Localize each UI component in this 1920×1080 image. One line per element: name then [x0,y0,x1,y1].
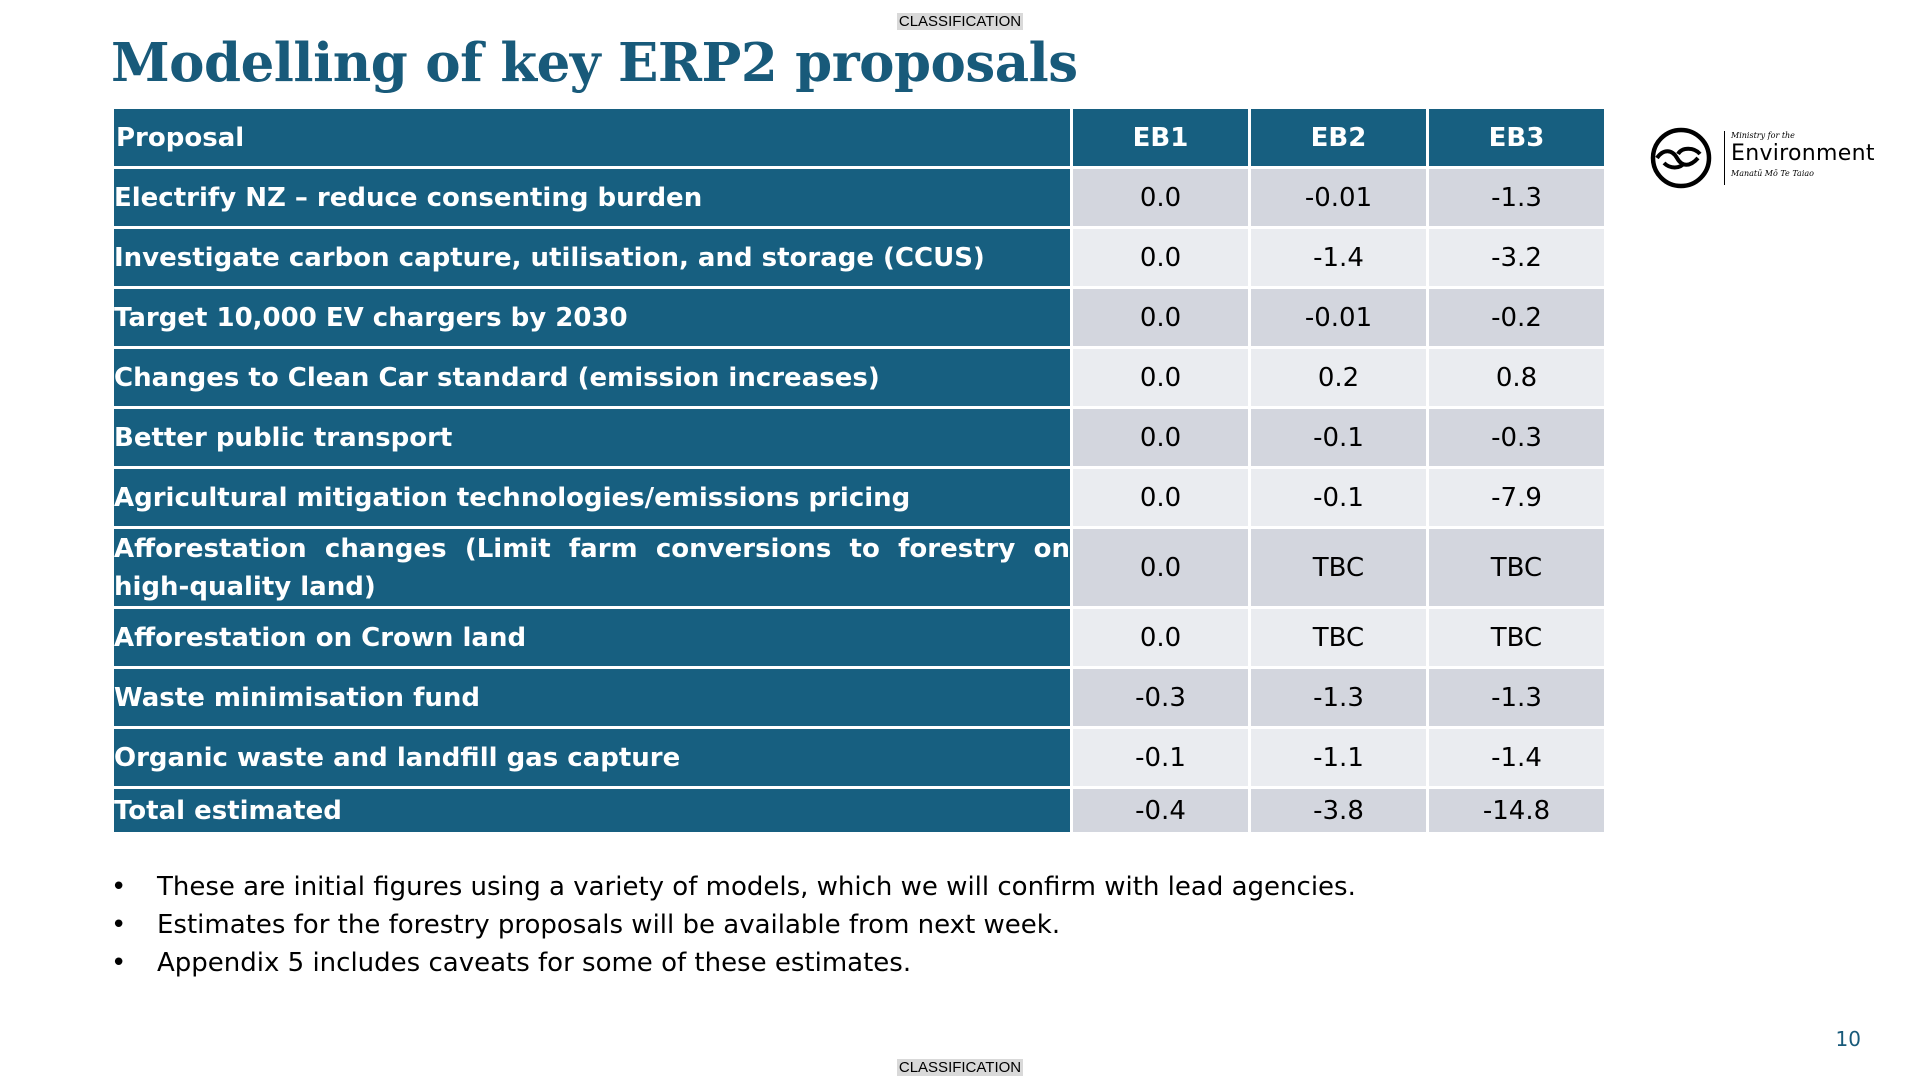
logo-small-text: Ministry for the [1731,131,1795,140]
logo-sub-text: Manatū Mō Te Taiao [1731,169,1814,178]
eb3-value: -0.2 [1426,286,1607,349]
eb3-value: -7.9 [1426,466,1607,529]
proposal-name: Investigate carbon capture, utilisation,… [111,226,1073,289]
header-proposal: Proposal [111,106,1073,169]
note-text: Estimates for the forestry proposals wil… [157,910,1061,940]
proposal-name: Target 10,000 EV chargers by 2030 [111,286,1073,349]
eb3-value: -1.3 [1426,166,1607,229]
list-item: • Appendix 5 includes caveats for some o… [111,944,1356,982]
eb3-value: TBC [1426,526,1607,609]
eb1-value: 0.0 [1070,466,1251,529]
bullet-icon: • [111,948,127,978]
proposal-name: Waste minimisation fund [111,666,1073,729]
bullet-icon: • [111,910,127,940]
table-row: Electrify NZ – reduce consenting burden … [111,166,1607,229]
eb2-value: -1.1 [1248,726,1429,789]
eb1-value: 0.0 [1070,286,1251,349]
eb1-total: -0.4 [1070,786,1251,835]
eb1-value: -0.3 [1070,666,1251,729]
logo-divider [1724,131,1725,185]
classification-label-top: CLASSIFICATION [0,12,1920,32]
eb1-value: -0.1 [1070,726,1251,789]
eb3-value: TBC [1426,606,1607,669]
table-row: Afforestation on Crown land 0.0 TBC TBC [111,606,1607,669]
list-item: • These are initial figures using a vari… [111,868,1356,906]
notes-list: • These are initial figures using a vari… [111,868,1356,982]
eb3-value: -0.3 [1426,406,1607,469]
eb2-total: -3.8 [1248,786,1429,835]
table-row: Organic waste and landfill gas capture -… [111,726,1607,789]
eb3-value: -3.2 [1426,226,1607,289]
eb1-value: 0.0 [1070,166,1251,229]
eb2-value: -0.01 [1248,286,1429,349]
eb1-value: 0.0 [1070,346,1251,409]
classification-label-bottom: CLASSIFICATION [0,1058,1920,1078]
eb3-value: -1.3 [1426,666,1607,729]
page-number: 10 [1835,1027,1861,1051]
note-text: These are initial figures using a variet… [157,872,1356,902]
proposal-name: Organic waste and landfill gas capture [111,726,1073,789]
eb1-value: 0.0 [1070,406,1251,469]
proposal-name: Agricultural mitigation technologies/emi… [111,466,1073,529]
table-row: Better public transport 0.0 -0.1 -0.3 [111,406,1607,469]
eb2-value: -1.4 [1248,226,1429,289]
logo-main-text: Environment [1731,141,1875,166]
total-label: Total estimated [111,786,1073,835]
proposal-name: Electrify NZ – reduce consenting burden [111,166,1073,229]
eb1-value: 0.0 [1070,526,1251,609]
table-row: Investigate carbon capture, utilisation,… [111,226,1607,289]
list-item: • Estimates for the forestry proposals w… [111,906,1356,944]
classification-top-text: CLASSIFICATION [896,13,1024,30]
eb3-value: -1.4 [1426,726,1607,789]
header-eb3: EB3 [1426,106,1607,169]
note-text: Appendix 5 includes caveats for some of … [157,948,912,978]
proposal-name: Better public transport [111,406,1073,469]
ministry-for-the-environment-logo: Ministry for the Environment Manatū Mō T… [1650,127,1880,189]
table-row: Agricultural mitigation technologies/emi… [111,466,1607,529]
proposal-name: Afforestation changes (Limit farm conver… [111,526,1073,609]
ministry-environment-logo-icon [1650,127,1712,189]
table-row: Afforestation changes (Limit farm conver… [111,526,1607,609]
table-header-row: Proposal EB1 EB2 EB3 [111,106,1607,169]
eb2-value: 0.2 [1248,346,1429,409]
table-row: Waste minimisation fund -0.3 -1.3 -1.3 [111,666,1607,729]
eb3-total: -14.8 [1426,786,1607,835]
eb2-value: -0.1 [1248,406,1429,469]
eb1-value: 0.0 [1070,606,1251,669]
header-eb1: EB1 [1070,106,1251,169]
table-row: Changes to Clean Car standard (emission … [111,346,1607,409]
proposal-name: Changes to Clean Car standard (emission … [111,346,1073,409]
bullet-icon: • [111,872,127,902]
header-eb2: EB2 [1248,106,1429,169]
eb2-value: -1.3 [1248,666,1429,729]
proposals-table: Proposal EB1 EB2 EB3 Electrify NZ – redu… [111,106,1607,835]
eb2-value: TBC [1248,526,1429,609]
classification-bottom-text: CLASSIFICATION [896,1059,1024,1076]
eb2-value: TBC [1248,606,1429,669]
table-row: Target 10,000 EV chargers by 2030 0.0 -0… [111,286,1607,349]
eb2-value: -0.1 [1248,466,1429,529]
table-total-row: Total estimated -0.4 -3.8 -14.8 [111,786,1607,835]
eb3-value: 0.8 [1426,346,1607,409]
proposal-name: Afforestation on Crown land [111,606,1073,669]
page-title: Modelling of key ERP2 proposals [111,32,1078,94]
eb1-value: 0.0 [1070,226,1251,289]
eb2-value: -0.01 [1248,166,1429,229]
